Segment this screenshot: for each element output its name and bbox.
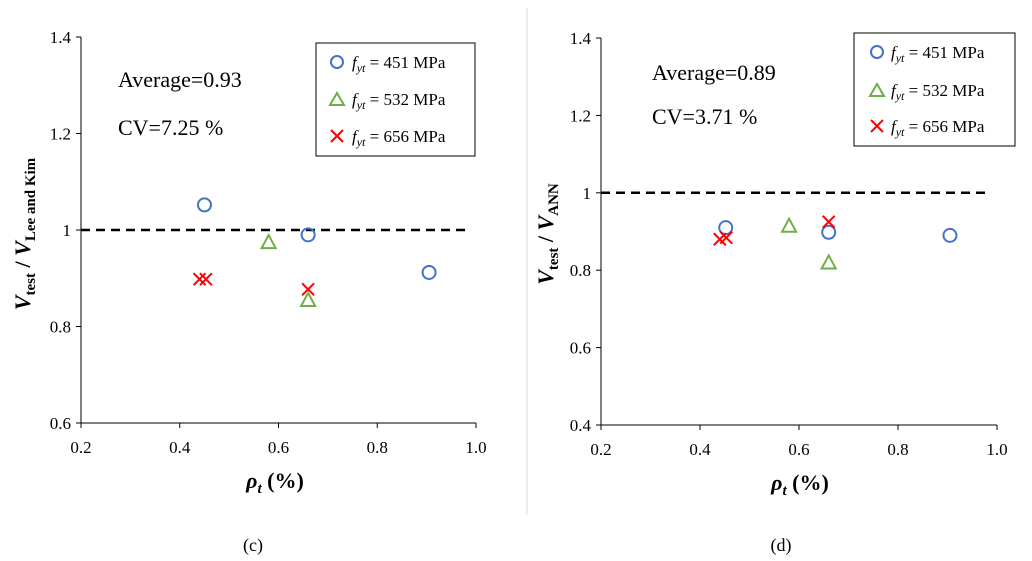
- stat-average-d: Average=0.89: [652, 60, 776, 85]
- x-tick-label: 0.4: [689, 440, 711, 459]
- data-point-triangle: [820, 253, 838, 270]
- chart-d-marks: 0.4 0.6 0.8 1 1.2 1.4 0.2 0.4 0.6 0.8 1.0: [570, 29, 1008, 459]
- legend-label-451: fyt = 451 MPa: [891, 43, 985, 65]
- y-tick-label: 0.8: [570, 261, 591, 280]
- y-tick-label: 1: [63, 221, 72, 240]
- data-point-circle: [421, 264, 437, 280]
- caption-d: (d): [771, 535, 792, 556]
- data-point-circle: [196, 197, 212, 213]
- x-tick-label: 1.0: [986, 440, 1007, 459]
- legend-label-532: fyt = 532 MPa: [891, 81, 985, 103]
- legend-marker-triangle: [328, 91, 346, 106]
- legend-marker-circle: [870, 45, 884, 59]
- x-tick-label: 0.8: [367, 438, 388, 457]
- y-tick-label: 0.4: [570, 416, 592, 435]
- y-axis-label-d: Vtest / VANN: [533, 183, 562, 285]
- legend-d: fyt = 451 MPa fyt = 532 MPa fyt = 656 MP…: [853, 32, 1016, 147]
- chart-c-marks: 0.6 0.8 1 1.2 1.4 0.2 0.4 0.6 0.8 1.0: [50, 28, 487, 457]
- data-point-circle: [821, 224, 837, 240]
- y-tick-label: 0.6: [50, 414, 71, 433]
- data-point-circle: [300, 227, 316, 243]
- legend-label-532: fyt = 532 MPa: [352, 90, 446, 112]
- x-tick-label: 0.6: [788, 440, 809, 459]
- legend-label-656: fyt = 656 MPa: [352, 127, 446, 149]
- x-axis-label-c: ρt (%): [245, 468, 304, 497]
- legend-label-451: fyt = 451 MPa: [352, 53, 446, 75]
- x-tick-label: 0.2: [590, 440, 611, 459]
- caption-c: (c): [243, 535, 263, 556]
- x-tick-label: 1.0: [465, 438, 486, 457]
- chart-panel-d: 0.4 0.6 0.8 1 1.2 1.4 0.2 0.4 0.6 0.8 1.0 Average=…: [533, 29, 1016, 556]
- stat-cv-d: CV=3.71 %: [652, 104, 757, 129]
- legend-marker-circle: [330, 55, 344, 69]
- y-tick-label: 1.4: [570, 29, 592, 48]
- x-axis-label-d: ρt (%): [770, 470, 829, 499]
- y-tick-label: 1: [583, 184, 592, 203]
- legend-marker-cross: [330, 129, 344, 143]
- x-tick-label: 0.8: [887, 440, 908, 459]
- legend-c: fyt = 451 MPa fyt = 532 MPa fyt = 656 MP…: [315, 42, 476, 157]
- y-tick-label: 1.2: [570, 106, 591, 125]
- data-point-cross: [719, 230, 733, 245]
- x-tick-label: 0.6: [268, 438, 289, 457]
- data-point-circle: [942, 227, 958, 243]
- data-point-triangle: [299, 290, 317, 307]
- data-point-cross: [821, 215, 836, 229]
- y-axis-label-c: Vtest / VLee and Kim: [10, 157, 39, 310]
- chart-panel-c: 0.6 0.8 1 1.2 1.4 0.2 0.4 0.6 0.8 1.0 Average=0.9…: [10, 28, 487, 556]
- data-point-triangle: [259, 232, 278, 250]
- y-tick-label: 0.6: [570, 339, 591, 358]
- data-point-triangle: [780, 216, 798, 233]
- legend-marker-cross: [870, 119, 884, 133]
- data-point-cross: [199, 272, 213, 286]
- stat-average-c: Average=0.93: [118, 67, 242, 92]
- stat-cv-c: CV=7.25 %: [118, 115, 223, 140]
- y-tick-label: 1.4: [50, 28, 72, 47]
- x-tick-label: 0.2: [70, 438, 91, 457]
- y-tick-label: 0.8: [50, 318, 71, 337]
- legend-label-656: fyt = 656 MPa: [891, 117, 985, 139]
- legend-marker-triangle: [868, 82, 886, 97]
- data-point-cross: [192, 272, 207, 286]
- y-tick-label: 1.2: [50, 125, 71, 144]
- x-tick-label: 0.4: [169, 438, 191, 457]
- data-point-cross: [301, 282, 315, 297]
